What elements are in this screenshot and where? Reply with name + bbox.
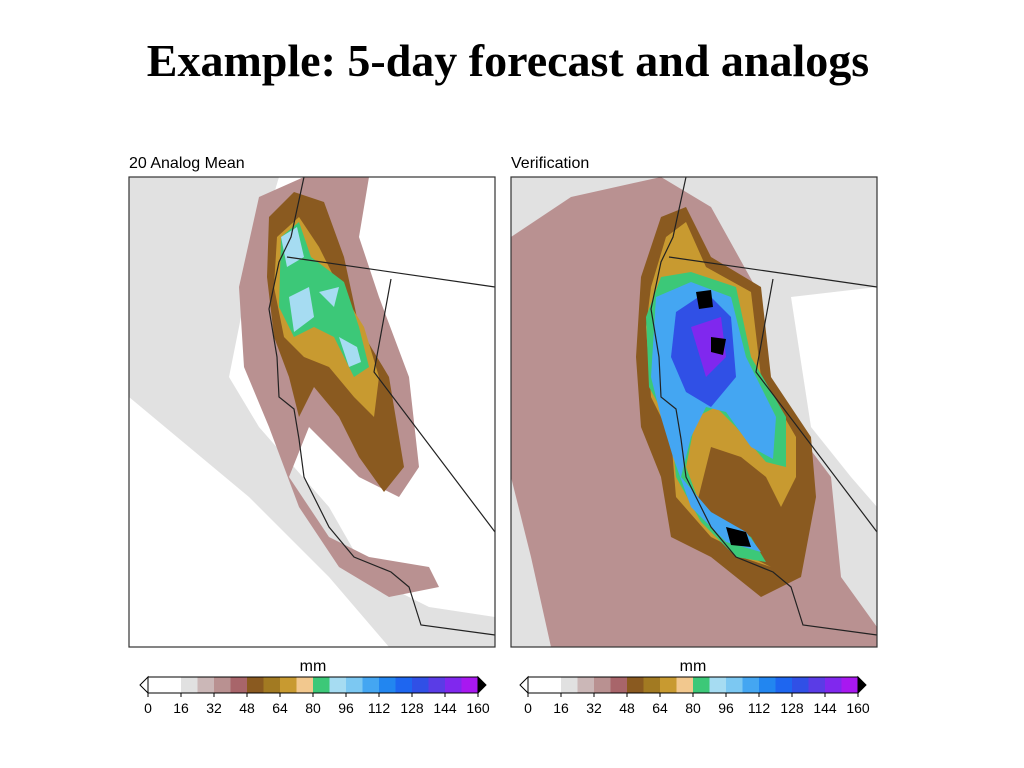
colorbar-segment [594, 677, 611, 693]
colorbar-segment [395, 677, 413, 693]
colorbar-tick-label: 16 [553, 700, 569, 716]
colorbar-segment [825, 677, 842, 693]
colorbar-unit: mm [300, 658, 327, 675]
colorbar-end [477, 675, 487, 695]
map-left [128, 176, 496, 648]
colorbar-segment [808, 677, 826, 693]
colorbar-segment [280, 677, 297, 693]
colorbar-segment [660, 677, 677, 693]
colorbar-segment [230, 677, 248, 693]
colorbar-segment [313, 677, 330, 693]
colorbar-segment [412, 677, 429, 693]
colorbar-segment [726, 677, 743, 693]
colorbar-tick-label: 144 [813, 700, 837, 716]
colorbar-tick-label: 80 [685, 700, 701, 716]
colorbar-tick-label: 80 [305, 700, 321, 716]
colorbar-tick-label: 32 [206, 700, 222, 716]
colorbar-unit: mm [680, 658, 707, 675]
colorbar-tick-label: 64 [272, 700, 288, 716]
colorbar-segment [627, 677, 644, 693]
colorbar-segment [841, 677, 859, 693]
colorbar-segment [676, 677, 694, 693]
colorbar-segment [346, 677, 363, 693]
colorbar-tick-label: 16 [173, 700, 189, 716]
colorbar-segment [247, 677, 264, 693]
colorbar-tick-label: 32 [586, 700, 602, 716]
colorbar-segment [610, 677, 628, 693]
colorbar-segment [693, 677, 710, 693]
colorbar-tick-label: 160 [466, 700, 490, 716]
colorbar-end [139, 675, 149, 695]
colorbar-segment [775, 677, 793, 693]
colorbar-segment [792, 677, 809, 693]
colorbar-segment [362, 677, 380, 693]
colorbar-tick-label: 64 [652, 700, 668, 716]
panel-title: Verification [511, 155, 589, 172]
colorbar-tick-label: 128 [400, 700, 424, 716]
colorbar-segment [164, 677, 182, 693]
colorbar-segment [263, 677, 281, 693]
colorbar-segment [461, 677, 479, 693]
colorbar-segment [561, 677, 578, 693]
colorbar-tick-label: 112 [368, 700, 391, 716]
colorbar-segment [742, 677, 760, 693]
colorbar-tick-label: 144 [433, 700, 457, 716]
colorbar-segment [709, 677, 727, 693]
colorbar-tick-label: 0 [144, 700, 152, 716]
colorbar-segment [528, 677, 545, 693]
panel-title: 20 Analog Mean [129, 155, 245, 172]
colorbar-tick-label: 112 [748, 700, 771, 716]
slide-title: Example: 5-day forecast and analogs [147, 35, 869, 86]
map-right [510, 176, 878, 648]
colorbar-tick-label: 0 [524, 700, 532, 716]
colorbar-end [857, 675, 867, 695]
colorbar-segment [643, 677, 661, 693]
colorbar-segment [428, 677, 446, 693]
colorbar-segment [214, 677, 231, 693]
colorbar-tick-label: 160 [846, 700, 870, 716]
colorbar-tick-label: 48 [239, 700, 255, 716]
colorbar-segment [197, 677, 215, 693]
colorbar-tick-label: 48 [619, 700, 635, 716]
colorbar-tick-label: 96 [718, 700, 734, 716]
colorbar-segment [544, 677, 562, 693]
colorbar-segment [759, 677, 776, 693]
colorbar-segment [181, 677, 198, 693]
colorbar-segment [329, 677, 347, 693]
colorbar-segment [577, 677, 595, 693]
colorbar-end [519, 675, 529, 695]
colorbar-segment [445, 677, 462, 693]
colorbar-tick-label: 96 [338, 700, 354, 716]
colorbar-segment [379, 677, 396, 693]
colorbar-segment [148, 677, 165, 693]
colorbar-segment [296, 677, 314, 693]
colorbar-tick-label: 128 [780, 700, 804, 716]
